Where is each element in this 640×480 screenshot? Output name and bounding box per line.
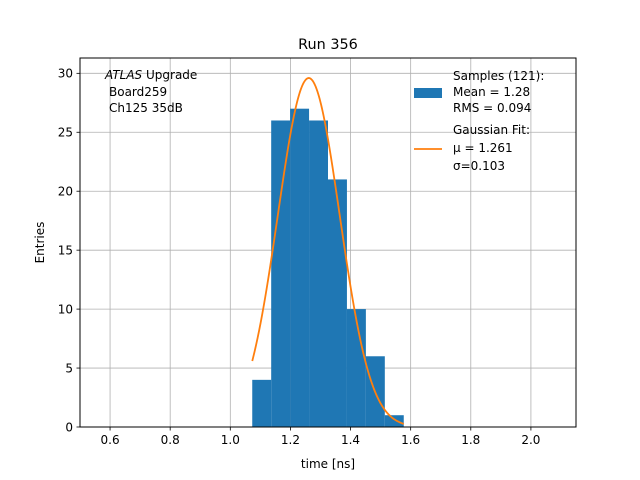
y-tick-label: 15 <box>58 243 73 257</box>
x-axis-label: time [ns] <box>301 457 355 471</box>
y-tick-label: 20 <box>58 185 73 199</box>
histogram-bars <box>252 108 404 428</box>
y-tick-label: 5 <box>65 361 73 375</box>
histogram-bar <box>271 120 291 428</box>
legend: Samples (121): Mean = 1.28 RMS = 0.094 Ga… <box>414 69 544 173</box>
y-axis-label: Entries <box>33 222 47 264</box>
histogram-bar <box>346 309 366 427</box>
legend-fit-text: σ=0.103 <box>453 159 505 173</box>
annotation-upgrade: Upgrade <box>142 68 197 82</box>
annotation-line-1: ATLAS Upgrade <box>104 68 197 82</box>
chart-title: Run 356 <box>298 37 358 53</box>
x-tick-label: 1.2 <box>281 433 300 447</box>
gaussian-fit-curve <box>251 77 405 425</box>
axis-ticks: 0.6 0.8 1.0 1.2 1.4 1.6 1.8 2.0 0 5 10 15 20 25 30 <box>58 67 541 447</box>
x-tick-label: 1.4 <box>341 433 360 447</box>
gaussian-fit-layer <box>251 77 405 425</box>
x-tick-label: 2.0 <box>521 433 540 447</box>
annotation-atlas: ATLAS <box>104 68 143 82</box>
y-tick-label: 25 <box>58 126 73 140</box>
y-tick-label: 10 <box>58 302 73 316</box>
x-tick-label: 1.0 <box>221 433 240 447</box>
legend-samples-swatch <box>414 88 442 98</box>
x-tick-label: 0.8 <box>161 433 180 447</box>
annotation-line-2: Board259 <box>109 85 167 99</box>
histogram-bar <box>290 108 310 427</box>
legend-samples-text: Mean = 1.28 <box>453 85 530 99</box>
legend-samples-text: Samples (121): <box>453 69 544 83</box>
x-tick-label: 1.6 <box>401 433 420 447</box>
legend-fit-text: Gaussian Fit: <box>453 123 530 137</box>
x-tick-label: 1.8 <box>461 433 480 447</box>
annotation-line-3: Ch125 35dB <box>109 101 183 115</box>
plot-frame <box>79 57 577 428</box>
detector-annotation: ATLAS Upgrade Board259 Ch125 35dB <box>104 68 197 115</box>
legend-fit-text: μ = 1.261 <box>453 141 513 155</box>
x-tick-label: 0.6 <box>101 433 120 447</box>
y-tick-label: 0 <box>65 420 73 434</box>
legend-samples-text: RMS = 0.094 <box>453 101 531 115</box>
histogram-bar <box>309 120 328 428</box>
y-tick-label: 30 <box>58 67 73 81</box>
histogram-bar <box>328 179 347 427</box>
histogram-bar <box>384 415 404 427</box>
histogram-bar <box>252 379 272 427</box>
